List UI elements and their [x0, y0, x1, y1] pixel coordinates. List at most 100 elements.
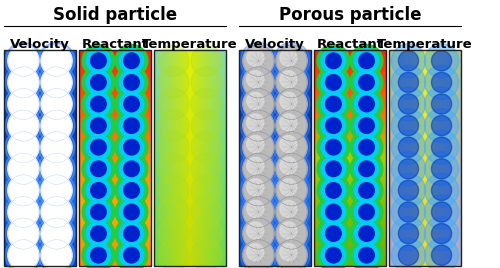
Circle shape	[276, 153, 307, 184]
Circle shape	[240, 129, 277, 166]
Circle shape	[398, 51, 418, 71]
Circle shape	[41, 132, 72, 163]
Circle shape	[124, 183, 140, 198]
Circle shape	[322, 178, 345, 203]
Circle shape	[247, 136, 264, 153]
Circle shape	[38, 172, 75, 209]
Circle shape	[317, 196, 350, 228]
Circle shape	[359, 53, 374, 69]
Circle shape	[322, 113, 345, 138]
Circle shape	[276, 175, 307, 206]
Circle shape	[276, 218, 307, 249]
Circle shape	[392, 238, 426, 268]
Circle shape	[90, 204, 106, 220]
Circle shape	[115, 239, 148, 268]
Text: Porous particle: Porous particle	[279, 6, 421, 24]
Circle shape	[191, 45, 222, 76]
Circle shape	[247, 157, 264, 174]
Circle shape	[115, 174, 148, 207]
Circle shape	[158, 153, 189, 184]
Circle shape	[191, 110, 222, 141]
Circle shape	[273, 194, 310, 230]
Text: Temperature: Temperature	[377, 38, 473, 51]
Circle shape	[124, 161, 140, 177]
Circle shape	[276, 132, 307, 163]
Circle shape	[86, 243, 110, 267]
Circle shape	[359, 226, 374, 241]
Circle shape	[326, 96, 341, 112]
Circle shape	[5, 237, 42, 268]
Circle shape	[158, 240, 189, 268]
Circle shape	[82, 88, 115, 120]
Circle shape	[38, 237, 75, 268]
Circle shape	[276, 240, 307, 268]
Circle shape	[158, 45, 189, 76]
Circle shape	[350, 174, 383, 207]
Circle shape	[8, 153, 39, 184]
Circle shape	[354, 178, 378, 203]
Circle shape	[158, 218, 189, 249]
Circle shape	[5, 107, 42, 144]
Circle shape	[322, 200, 345, 224]
Circle shape	[273, 237, 310, 268]
Circle shape	[5, 64, 42, 101]
Circle shape	[398, 224, 418, 244]
Circle shape	[354, 135, 378, 159]
Circle shape	[41, 196, 72, 228]
Circle shape	[322, 157, 345, 181]
Circle shape	[432, 180, 452, 200]
Circle shape	[115, 196, 148, 228]
Circle shape	[322, 70, 345, 95]
Circle shape	[398, 202, 418, 222]
Circle shape	[8, 218, 39, 249]
Circle shape	[90, 75, 106, 90]
Bar	[389, 50, 461, 266]
Circle shape	[5, 215, 42, 252]
Circle shape	[120, 135, 144, 159]
Circle shape	[120, 49, 144, 73]
Circle shape	[317, 88, 350, 120]
Circle shape	[322, 92, 345, 116]
Circle shape	[41, 218, 72, 249]
Circle shape	[432, 159, 452, 179]
Circle shape	[243, 218, 274, 249]
Circle shape	[432, 51, 452, 71]
Circle shape	[191, 153, 222, 184]
Circle shape	[243, 153, 274, 184]
Circle shape	[359, 204, 374, 220]
Circle shape	[120, 157, 144, 181]
Circle shape	[90, 161, 106, 177]
Circle shape	[38, 42, 75, 79]
Circle shape	[276, 45, 307, 76]
Circle shape	[5, 129, 42, 166]
Circle shape	[280, 71, 297, 88]
Circle shape	[120, 221, 144, 246]
Circle shape	[240, 86, 277, 122]
Circle shape	[317, 109, 350, 142]
Circle shape	[326, 75, 341, 90]
Circle shape	[273, 86, 310, 122]
Circle shape	[38, 194, 75, 230]
Circle shape	[276, 88, 307, 120]
Circle shape	[90, 96, 106, 112]
Circle shape	[38, 150, 75, 187]
Circle shape	[41, 240, 72, 268]
Circle shape	[350, 131, 383, 163]
Circle shape	[432, 94, 452, 114]
Circle shape	[124, 247, 140, 263]
Circle shape	[90, 226, 106, 241]
Circle shape	[273, 129, 310, 166]
Circle shape	[86, 157, 110, 181]
Circle shape	[247, 114, 264, 131]
Circle shape	[82, 217, 115, 250]
Circle shape	[354, 200, 378, 224]
Circle shape	[247, 71, 264, 88]
Circle shape	[247, 200, 264, 217]
Circle shape	[326, 183, 341, 198]
Circle shape	[8, 240, 39, 268]
Circle shape	[124, 226, 140, 241]
Circle shape	[90, 118, 106, 133]
Circle shape	[243, 175, 274, 206]
Circle shape	[276, 196, 307, 228]
Circle shape	[317, 131, 350, 163]
